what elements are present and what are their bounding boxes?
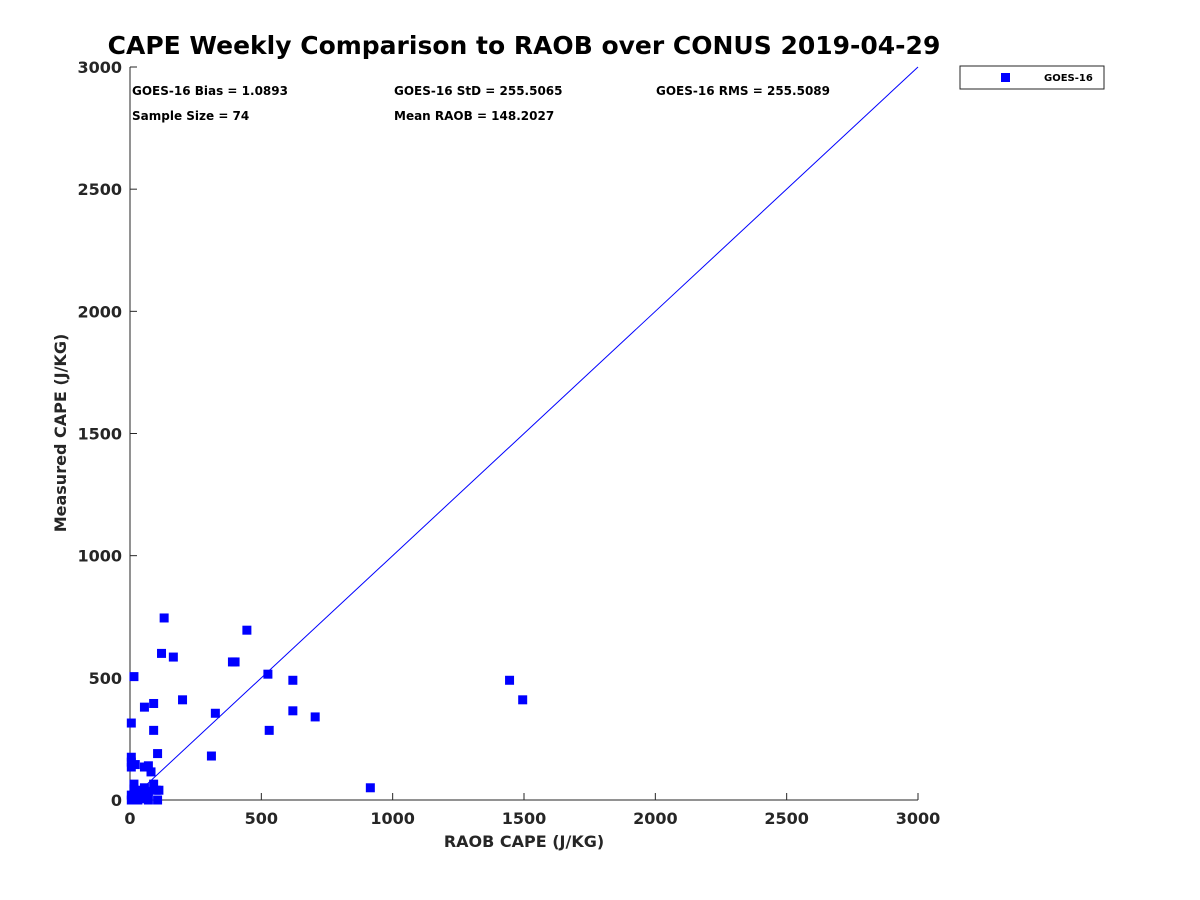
data-point	[149, 779, 159, 789]
data-point	[143, 795, 153, 805]
chart-title: CAPE Weekly Comparison to RAOB over CONU…	[108, 31, 941, 60]
stat-mean-raob: Mean RAOB = 148.2027	[394, 109, 554, 123]
x-tick-label: 1500	[502, 809, 547, 828]
data-point	[137, 794, 147, 804]
data-point	[126, 752, 136, 762]
x-axis-label: RAOB CAPE (J/KG)	[444, 832, 604, 851]
stat-rms: GOES-16 RMS = 255.5089	[656, 84, 830, 98]
data-point	[263, 669, 273, 679]
data-point	[230, 657, 240, 667]
legend-label: GOES-16	[1044, 73, 1093, 84]
data-point	[139, 762, 149, 772]
legend: GOES-16	[959, 65, 1105, 90]
x-tick-label: 2000	[633, 809, 678, 828]
data-point	[149, 698, 159, 708]
data-point	[153, 749, 163, 759]
stat-bias: GOES-16 Bias = 1.0893	[132, 84, 288, 98]
data-point	[288, 675, 298, 685]
data-point	[129, 672, 139, 682]
data-point	[242, 625, 252, 635]
data-point	[153, 795, 163, 805]
y-tick-label: 3000	[77, 58, 122, 77]
data-point	[264, 725, 274, 735]
y-tick-label: 1000	[77, 547, 122, 566]
one-to-one-line	[129, 66, 919, 801]
y-tick-label: 2500	[77, 180, 122, 199]
data-point	[518, 695, 528, 705]
legend-marker	[1001, 73, 1010, 82]
data-point	[149, 725, 159, 735]
y-tick-label: 500	[89, 669, 122, 688]
data-point	[288, 706, 298, 716]
x-tick-label: 1000	[370, 809, 415, 828]
x-axis-ticks: 0 500 1000 1500 2000 2500 3000	[124, 793, 940, 828]
x-tick-label: 500	[245, 809, 278, 828]
stat-std: GOES-16 StD = 255.5065	[394, 84, 563, 98]
data-point	[505, 675, 515, 685]
y-tick-label: 2000	[77, 302, 122, 321]
data-point	[365, 783, 375, 793]
y-axis-label: Measured CAPE (J/KG)	[51, 334, 70, 533]
data-point	[126, 795, 136, 805]
x-tick-label: 2500	[764, 809, 809, 828]
legend-box	[959, 65, 1105, 90]
data-point	[157, 648, 167, 658]
data-point	[126, 718, 136, 728]
x-tick-label: 0	[124, 809, 135, 828]
y-axis-ticks: 0 500 1000 1500 2000 2500 3000	[77, 58, 137, 810]
data-point	[310, 712, 320, 722]
data-point	[129, 784, 139, 794]
y-tick-label: 0	[111, 791, 122, 810]
data-point	[129, 779, 139, 789]
data-point	[178, 695, 188, 705]
y-tick-label: 1500	[77, 425, 122, 444]
data-point	[206, 751, 216, 761]
data-point	[151, 785, 161, 795]
data-point	[159, 613, 169, 623]
data-point	[139, 702, 149, 712]
stat-sample-size: Sample Size = 74	[132, 109, 249, 123]
data-point	[168, 652, 178, 662]
data-point	[210, 708, 220, 718]
data-point	[146, 767, 156, 777]
x-tick-label: 3000	[896, 809, 941, 828]
data-point	[136, 785, 146, 795]
data-point	[126, 762, 136, 772]
scatter-points	[126, 613, 528, 805]
